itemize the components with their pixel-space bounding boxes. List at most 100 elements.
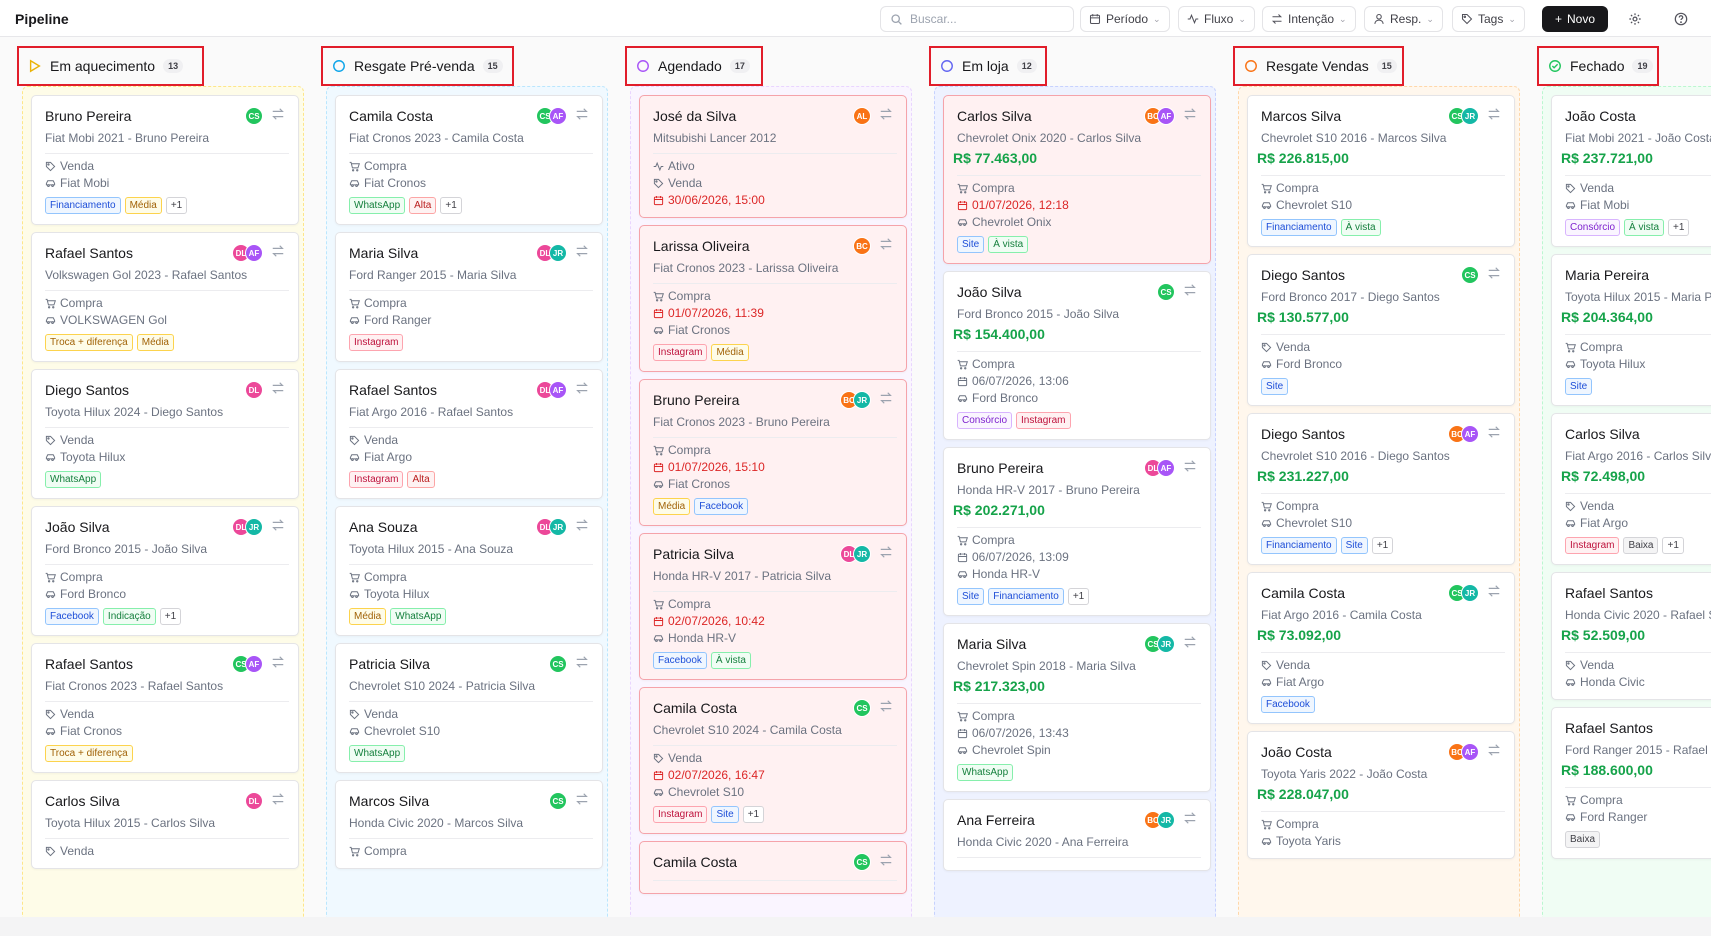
- lead-name: Marcos Silva: [1261, 108, 1342, 124]
- car-icon: [1565, 677, 1576, 688]
- lead-name: João Costa: [1261, 744, 1332, 760]
- transfer-icon[interactable]: [879, 545, 893, 559]
- lead-card[interactable]: Ana Ferreira BC JR Honda Civic 2020 - Ana F…: [943, 799, 1211, 871]
- new-button[interactable]: + Novo: [1542, 6, 1608, 32]
- transfer-icon[interactable]: [271, 655, 285, 669]
- avatar: JR: [1157, 635, 1175, 653]
- card-detail-line: Compra: [1261, 817, 1319, 831]
- lead-name: Diego Santos: [1261, 267, 1346, 283]
- transfer-icon[interactable]: [1487, 107, 1501, 121]
- lead-card[interactable]: Carlos Silva Fiat Argo 2016 - Carlos Silv…: [1551, 413, 1711, 565]
- column-header[interactable]: Resgate Vendas 15: [1234, 47, 1397, 85]
- transfer-icon[interactable]: [271, 792, 285, 806]
- transfer-icon[interactable]: [575, 518, 589, 532]
- lead-card[interactable]: Camila Costa CS Chevrolet S10 2024 - Camil…: [639, 687, 907, 834]
- help-button[interactable]: [1670, 8, 1692, 30]
- lead-card[interactable]: Bruno Pereira CS Fiat Mobi 2021 - Bruno Pe…: [31, 95, 299, 225]
- horizontal-scrollbar[interactable]: [0, 917, 1711, 936]
- lead-card[interactable]: João Costa BC AF Toyota Yaris 2022 - João C…: [1247, 731, 1515, 859]
- column-header[interactable]: Em loja 12: [930, 47, 1037, 85]
- lead-card[interactable]: Rafael Santos CS AF Fiat Cronos 2023 - Rafa…: [31, 643, 299, 773]
- lead-card[interactable]: Maria Silva DL JR Ford Ranger 2015 - Maria …: [335, 232, 603, 362]
- tag-list: Instagram Alta: [349, 471, 435, 488]
- tag-list: WhatsApp Alta +1: [349, 197, 462, 214]
- column-header[interactable]: Fechado 19: [1538, 47, 1653, 85]
- assignee-avatars: DL AF: [232, 244, 263, 262]
- transfer-icon[interactable]: [1183, 811, 1197, 825]
- tag-chip: Financiamento: [1261, 537, 1337, 554]
- transfer-icon[interactable]: [1183, 283, 1197, 297]
- lead-card[interactable]: Bruno Pereira DL AF Honda HR-V 2017 - Bruno…: [943, 447, 1211, 616]
- lead-name: Rafael Santos: [349, 382, 437, 398]
- transfer-icon[interactable]: [879, 237, 893, 251]
- lead-card[interactable]: Patricia Silva CS Chevrolet S10 2024 - Pat…: [335, 643, 603, 773]
- lead-card[interactable]: Camila Costa CS AF Fiat Cronos 2023 - Camil…: [335, 95, 603, 225]
- transfer-icon[interactable]: [1487, 743, 1501, 757]
- tag-icon: [45, 435, 56, 446]
- transfer-icon[interactable]: [1487, 584, 1501, 598]
- lead-card[interactable]: Ana Souza DL JR Toyota Hilux 2015 - Ana Sou…: [335, 506, 603, 636]
- cart-icon: [1261, 819, 1272, 830]
- lead-card[interactable]: João Silva DL JR Ford Bronco 2015 - João Si…: [31, 506, 299, 636]
- search-input[interactable]: Buscar...: [880, 6, 1074, 32]
- lead-card[interactable]: Marcos Silva CS Honda Civic 2020 - Marcos …: [335, 780, 603, 869]
- lead-card[interactable]: Bruno Pereira BC JR Fiat Cronos 2023 - Brun…: [639, 379, 907, 526]
- lead-card[interactable]: Rafael Santos DL AF Volkswagen Gol 2023 - R…: [31, 232, 299, 362]
- filter-tags-button[interactable]: Tags ⌄: [1452, 6, 1525, 32]
- transfer-icon[interactable]: [575, 655, 589, 669]
- filter-periodo-label: Período: [1106, 12, 1149, 26]
- transfer-icon[interactable]: [879, 391, 893, 405]
- filter-fluxo-button[interactable]: Fluxo ⌄: [1178, 6, 1255, 32]
- transfer-icon[interactable]: [879, 853, 893, 867]
- swap-icon: [1271, 14, 1283, 24]
- lead-card[interactable]: Larissa Oliveira BC Fiat Cronos 2023 - Lar…: [639, 225, 907, 372]
- column-header[interactable]: Agendado 17: [626, 47, 750, 85]
- cart-icon: [1261, 501, 1272, 512]
- filter-resp-button[interactable]: Resp. ⌄: [1364, 6, 1443, 32]
- column-resgate-vendas: Resgate Vendas 15 Marcos Silva CS JR Chevrole…: [1233, 37, 1524, 936]
- transfer-icon[interactable]: [879, 699, 893, 713]
- transfer-icon[interactable]: [879, 107, 893, 121]
- lead-card[interactable]: José da Silva AL Mitsubishi Lancer 2012 Ati…: [639, 95, 907, 218]
- lead-card[interactable]: Rafael Santos Honda Civic 2020 - Rafael S…: [1551, 572, 1711, 700]
- lead-card[interactable]: Maria Silva CS JR Chevrolet Spin 2018 - Mar…: [943, 623, 1211, 792]
- lead-name: Larissa Oliveira: [653, 238, 750, 254]
- transfer-icon[interactable]: [575, 244, 589, 258]
- lead-card[interactable]: João Silva CS Ford Bronco 2015 - João Silv…: [943, 271, 1211, 440]
- transfer-icon[interactable]: [271, 107, 285, 121]
- transfer-icon[interactable]: [1183, 107, 1197, 121]
- car-icon: [653, 633, 664, 644]
- transfer-icon[interactable]: [1183, 635, 1197, 649]
- lead-card[interactable]: Camila Costa CS: [639, 841, 907, 894]
- column-header[interactable]: Resgate Pré-venda 15: [322, 47, 503, 85]
- lead-card[interactable]: Diego Santos DL Toyota Hilux 2024 - Diego …: [31, 369, 299, 499]
- card-divider: [653, 745, 897, 746]
- settings-button[interactable]: [1624, 8, 1646, 30]
- lead-card[interactable]: Rafael Santos Ford Ranger 2015 - Rafael S…: [1551, 707, 1711, 859]
- transfer-icon[interactable]: [575, 107, 589, 121]
- filter-periodo-button[interactable]: Período ⌄: [1080, 6, 1170, 32]
- lead-card[interactable]: João Costa Fiat Mobi 2021 - João Costa R$ …: [1551, 95, 1711, 247]
- transfer-icon[interactable]: [1487, 425, 1501, 439]
- lead-card[interactable]: Carlos Silva DL Toyota Hilux 2015 - Carlos…: [31, 780, 299, 869]
- card-detail-line: 01/07/2026, 15:10: [653, 460, 765, 474]
- transfer-icon[interactable]: [271, 244, 285, 258]
- lead-card[interactable]: Diego Santos BC AF Chevrolet S10 2016 - Die…: [1247, 413, 1515, 565]
- lead-card[interactable]: Camila Costa CS JR Fiat Argo 2016 - Camila …: [1247, 572, 1515, 724]
- lead-card[interactable]: Diego Santos CS Ford Bronco 2017 - Diego S…: [1247, 254, 1515, 406]
- column-header[interactable]: Em aquecimento 13: [18, 47, 184, 85]
- filter-intencao-button[interactable]: Intenção ⌄: [1262, 6, 1356, 32]
- transfer-icon[interactable]: [1487, 266, 1501, 280]
- transfer-icon[interactable]: [575, 792, 589, 806]
- lead-card[interactable]: Carlos Silva BC AF Chevrolet Onix 2020 - Ca…: [943, 95, 1211, 264]
- lead-card[interactable]: Rafael Santos DL AF Fiat Argo 2016 - Rafael…: [335, 369, 603, 499]
- lead-card[interactable]: Maria Pereira Toyota Hilux 2015 - Maria P…: [1551, 254, 1711, 406]
- transfer-icon[interactable]: [1183, 459, 1197, 473]
- transfer-icon[interactable]: [271, 518, 285, 532]
- lead-card[interactable]: Patricia Silva DL JR Honda HR-V 2017 - Patr…: [639, 533, 907, 680]
- car-icon: [653, 787, 664, 798]
- lead-card[interactable]: Marcos Silva CS JR Chevrolet S10 2016 - Mar…: [1247, 95, 1515, 247]
- transfer-icon[interactable]: [575, 381, 589, 395]
- transfer-icon[interactable]: [271, 381, 285, 395]
- card-detail-line: Compra: [349, 296, 407, 310]
